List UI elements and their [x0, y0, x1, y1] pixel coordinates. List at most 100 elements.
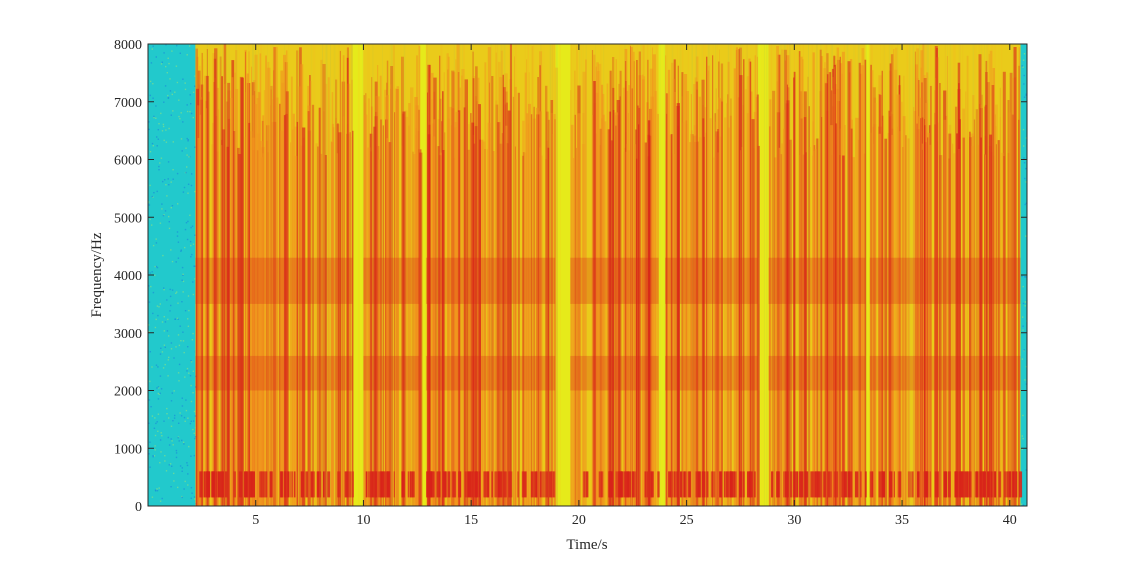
speech-striation	[726, 103, 729, 506]
noise-speck	[176, 231, 179, 233]
speech-striation	[390, 66, 394, 506]
noise-speck	[162, 214, 165, 217]
speech-striation	[823, 68, 826, 506]
noise-speck	[187, 220, 189, 223]
texture-line	[766, 44, 768, 506]
speech-striation	[309, 75, 311, 506]
speech-striation	[821, 117, 823, 506]
speech-striation	[509, 44, 512, 506]
speech-striation	[291, 129, 294, 506]
speech-striation	[517, 92, 520, 506]
noise-speck	[187, 417, 189, 419]
noise-speck	[149, 80, 152, 83]
speech-striation	[336, 153, 339, 506]
speech-striation	[738, 49, 740, 506]
low-band-burst	[883, 471, 885, 498]
texture-line	[580, 44, 583, 506]
speech-striation	[324, 155, 327, 506]
texture-line	[391, 44, 393, 506]
noise-speck	[172, 444, 174, 446]
speech-striation	[619, 70, 622, 506]
low-band-burst	[864, 471, 867, 498]
speech-striation	[836, 47, 840, 506]
low-band-burst	[521, 471, 524, 498]
speech-striation	[285, 91, 289, 506]
texture-line	[820, 44, 822, 506]
low-band-burst	[673, 471, 675, 498]
noise-speck	[168, 127, 170, 130]
low-band-burst	[936, 471, 939, 498]
low-band-burst	[723, 471, 726, 498]
speech-striation	[952, 143, 954, 506]
speech-striation	[320, 59, 323, 506]
speech-striation	[694, 142, 697, 506]
noise-speck	[168, 464, 170, 466]
speech-striation	[972, 95, 975, 506]
noise-speck	[155, 117, 157, 119]
speech-striation	[672, 78, 676, 506]
speech-striation	[727, 61, 730, 506]
low-band-burst	[771, 471, 774, 498]
noise-speck	[155, 265, 158, 268]
speech-striation	[690, 134, 694, 506]
low-band-burst	[252, 471, 254, 498]
speech-striation	[346, 83, 351, 506]
noise-speck	[189, 240, 192, 243]
noise-speck	[168, 417, 170, 419]
speech-striation	[309, 81, 312, 506]
low-band-burst	[261, 471, 264, 498]
noise-speck	[187, 325, 190, 327]
texture-line	[912, 44, 915, 506]
speech-striation	[986, 82, 990, 506]
speech-striation	[352, 130, 354, 506]
low-band-burst	[751, 471, 754, 498]
speech-striation	[486, 149, 488, 506]
speech-striation	[275, 46, 278, 506]
speech-striation	[638, 107, 641, 506]
speech-striation	[748, 58, 751, 506]
noise-speck	[1022, 285, 1024, 288]
low-band-burst	[407, 471, 410, 498]
speech-striation	[402, 111, 406, 506]
low-band-burst	[954, 471, 958, 498]
low-band-burst	[676, 471, 679, 498]
noise-speck	[182, 331, 184, 333]
speech-striation	[536, 107, 539, 506]
speech-striation	[874, 102, 877, 506]
noise-speck	[163, 214, 165, 216]
noise-speck	[1021, 448, 1023, 451]
noise-speck	[152, 45, 154, 47]
speech-striation	[254, 104, 258, 506]
texture-line	[543, 44, 545, 506]
speech-striation	[371, 77, 373, 506]
noise-speck	[181, 405, 184, 407]
noise-speck	[189, 375, 192, 377]
low-band-burst	[785, 471, 788, 498]
noise-speck	[192, 420, 195, 422]
low-band-burst	[479, 471, 481, 498]
speech-striation	[921, 149, 923, 506]
low-band-burst	[539, 471, 542, 498]
noise-speck	[167, 161, 170, 163]
speech-striation	[633, 61, 635, 506]
noise-speck	[194, 85, 196, 87]
low-band-burst	[543, 471, 546, 498]
speech-striation	[296, 121, 299, 506]
low-band-burst	[631, 471, 635, 498]
speech-striation	[733, 68, 737, 506]
speech-striation	[307, 85, 309, 506]
texture-line	[682, 44, 684, 506]
texture-line	[972, 44, 975, 506]
speech-striation	[221, 145, 223, 506]
speech-striation	[377, 65, 379, 506]
speech-striation	[939, 83, 941, 506]
low-band-burst	[958, 471, 962, 498]
speech-striation	[491, 76, 494, 506]
speech-striation	[840, 63, 843, 506]
noise-speck	[192, 293, 195, 296]
noise-speck	[1023, 349, 1025, 351]
noise-speck	[155, 364, 158, 366]
noise-speck	[184, 246, 186, 249]
speech-striation	[861, 48, 865, 506]
low-band-burst	[598, 471, 602, 498]
